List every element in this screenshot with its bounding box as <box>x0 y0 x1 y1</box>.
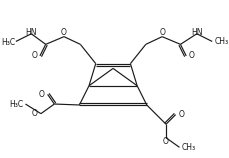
Text: O: O <box>39 90 45 99</box>
Text: H₃C: H₃C <box>2 38 16 47</box>
Text: HN: HN <box>190 28 202 37</box>
Text: O: O <box>187 51 193 60</box>
Text: O: O <box>158 28 164 37</box>
Text: O: O <box>61 28 67 37</box>
Text: O: O <box>32 51 38 60</box>
Text: HN: HN <box>25 28 37 37</box>
Text: O: O <box>32 109 38 118</box>
Text: CH₃: CH₃ <box>181 143 195 152</box>
Text: O: O <box>178 110 184 119</box>
Text: O: O <box>162 137 168 146</box>
Text: CH₃: CH₃ <box>213 37 227 46</box>
Text: H₃C: H₃C <box>9 100 23 109</box>
